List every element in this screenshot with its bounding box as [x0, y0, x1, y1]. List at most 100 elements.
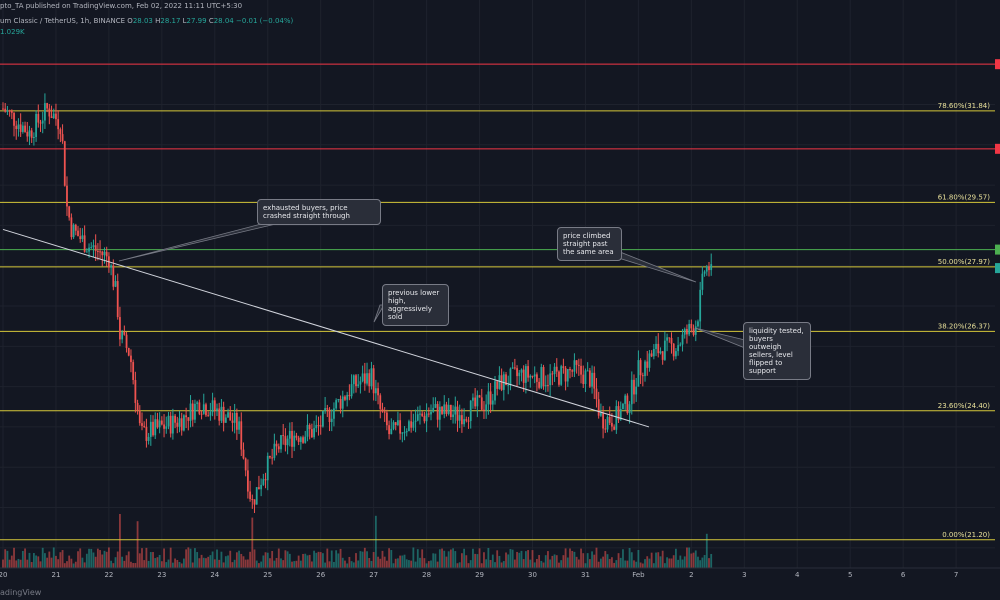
volume-bar: [52, 547, 55, 568]
volume-bar: [536, 558, 538, 568]
candle-body: [370, 368, 373, 387]
volume-bar: [405, 559, 408, 568]
volume-bar: [326, 548, 329, 568]
annotation-previous-lower-high[interactable]: previous lower high, aggressively sold: [382, 284, 449, 326]
candle-body: [416, 414, 419, 421]
volume-bar: [394, 558, 397, 568]
candle-body: [211, 400, 214, 413]
time-axis-tick-label: 5: [848, 571, 852, 579]
volume-bar: [637, 549, 640, 568]
volume-bar: [641, 563, 644, 568]
close-label: C: [208, 17, 214, 25]
candle-body: [154, 419, 157, 436]
volume-bar: [385, 560, 388, 568]
trendline[interactable]: [2, 228, 650, 428]
candle-body: [152, 421, 154, 436]
candle-body: [465, 419, 468, 421]
volume-bar: [502, 561, 505, 568]
candle-body: [487, 391, 490, 405]
volume-bar: [697, 556, 699, 568]
candle-body: [132, 362, 135, 381]
volume-bar: [542, 562, 545, 568]
candle-body: [661, 351, 664, 360]
candle-body: [116, 281, 119, 318]
annotation-liquidity-tested[interactable]: liquidity tested, buyers outweigh seller…: [743, 322, 811, 380]
volume-bar: [194, 548, 196, 568]
candle-body: [299, 437, 302, 442]
candle-body: [324, 408, 327, 411]
volume-bar: [467, 563, 470, 568]
volume-bar: [401, 555, 404, 568]
candle-body: [165, 426, 168, 429]
volume-bar: [608, 558, 611, 568]
volume-bar: [105, 551, 108, 568]
volume-bar: [485, 559, 488, 568]
candle-body: [399, 420, 402, 434]
volume-bar: [357, 560, 360, 568]
candle-body: [414, 420, 417, 422]
candle-body: [209, 412, 212, 416]
volume-bar: [295, 560, 298, 568]
annotation-exhausted-buyers[interactable]: exhausted buyers, price crashed straight…: [257, 199, 381, 225]
volume-bar: [39, 561, 42, 568]
candle-body: [238, 421, 240, 430]
volume-bar: [15, 560, 18, 568]
volume-bar: [681, 559, 684, 568]
candle-body: [10, 111, 13, 113]
candle-body: [63, 141, 66, 186]
volume-bar: [130, 561, 132, 568]
low-value: 27.99: [186, 17, 207, 25]
volume-bar: [381, 550, 384, 568]
candle-body: [602, 412, 604, 429]
volume-readout: 1.029K: [0, 28, 25, 36]
volume-bar: [213, 559, 216, 568]
volume-bar: [55, 555, 57, 568]
volume-bar: [606, 554, 609, 568]
volume-bar: [132, 562, 135, 568]
candle-body: [445, 404, 448, 414]
volume-bar: [619, 557, 622, 568]
volume-bar: [555, 555, 558, 568]
candle-body: [708, 266, 710, 271]
annotation-price-climbed[interactable]: price climbed straight past the same are…: [557, 227, 622, 261]
volume-bar: [659, 556, 662, 568]
volume-bar: [63, 563, 66, 568]
candle-body: [663, 340, 666, 360]
volume-bar: [262, 555, 265, 568]
volume-bar: [246, 559, 249, 568]
candle-body: [81, 235, 84, 240]
volume-bar: [615, 560, 618, 568]
candle-body: [604, 428, 607, 430]
volume-bar: [602, 556, 604, 568]
volume-bar: [483, 552, 485, 568]
volume-bar: [317, 551, 320, 568]
candle-body: [348, 394, 351, 397]
candle-body: [171, 415, 174, 434]
volume-bar: [337, 553, 340, 568]
price-axis-markers: [995, 59, 1000, 274]
candle-body: [114, 281, 117, 287]
candle-body: [101, 251, 104, 256]
candle-body: [509, 368, 512, 385]
candle-body: [544, 385, 547, 387]
volume-bar: [648, 558, 651, 568]
volume-bar: [690, 553, 693, 568]
candle-body: [251, 499, 254, 501]
candle-body: [434, 404, 437, 408]
volume-bar: [390, 550, 393, 568]
volume-bar: [573, 551, 576, 568]
candle-body: [533, 374, 536, 377]
volume-bar: [408, 560, 410, 568]
volume-bar: [399, 555, 402, 568]
volume-bar: [200, 554, 203, 568]
candle-body: [30, 130, 33, 138]
volume-bar: [44, 553, 46, 568]
volume-bar: [77, 551, 79, 568]
candle-body: [633, 379, 635, 395]
volume-bar: [679, 555, 682, 568]
volume-bar: [461, 553, 463, 568]
volume-bar: [348, 556, 351, 568]
candle-body: [44, 103, 46, 121]
candle-body: [119, 317, 121, 340]
